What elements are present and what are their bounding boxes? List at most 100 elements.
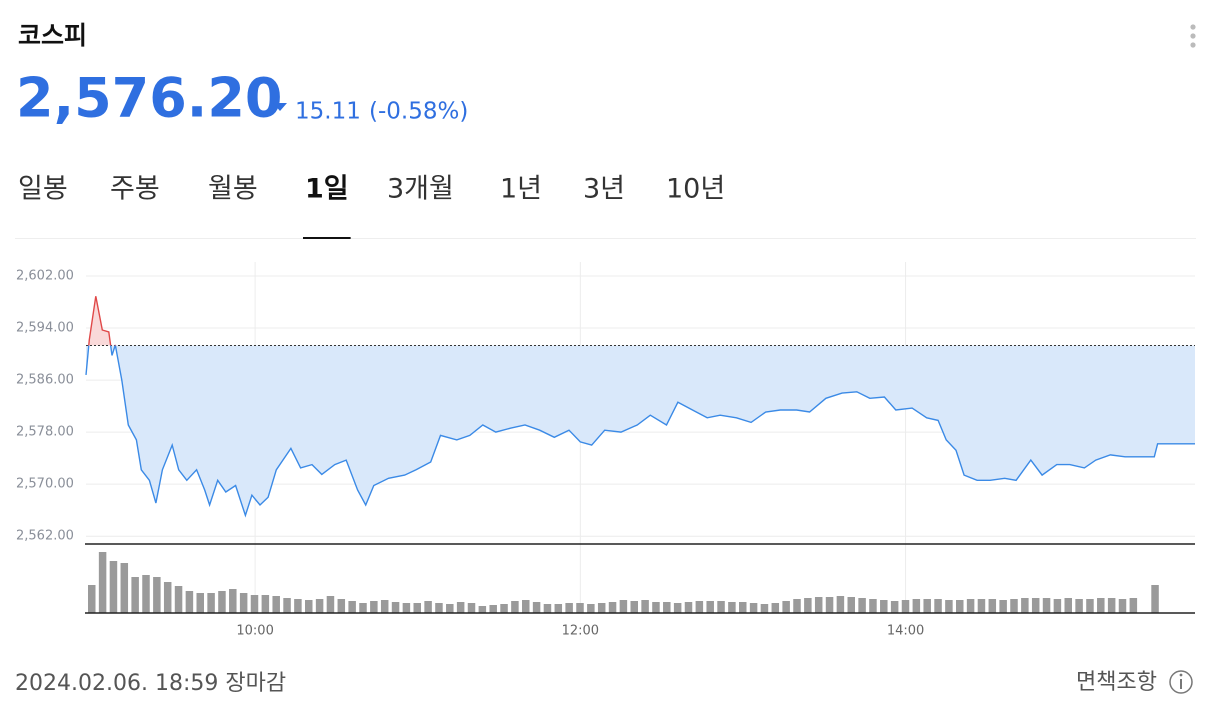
volume-bar xyxy=(890,601,899,613)
volume-bar xyxy=(511,601,519,613)
price: 2,576.20 xyxy=(16,67,282,130)
tab[interactable]: 1일 xyxy=(305,174,349,205)
volume-bar xyxy=(956,600,964,613)
volume-bar xyxy=(1075,599,1083,613)
tab[interactable]: 주봉 xyxy=(110,174,160,205)
y-tick-label: 2,562.00 xyxy=(16,529,74,544)
volume-bar xyxy=(597,603,606,613)
volume-bar xyxy=(1118,599,1127,613)
volume-bar xyxy=(717,601,725,613)
volume-bar xyxy=(684,602,693,613)
volume-bar xyxy=(380,600,389,613)
volume-bar xyxy=(283,598,291,613)
tab[interactable]: 3개월 xyxy=(387,174,454,205)
volume-bar xyxy=(467,603,476,613)
volume-bar xyxy=(673,603,682,613)
volume-bar xyxy=(543,604,552,613)
info-icon[interactable] xyxy=(1169,670,1193,694)
down-arrow xyxy=(273,103,287,111)
volume-bar xyxy=(630,601,638,613)
volume-bar xyxy=(391,602,400,613)
volume-bar xyxy=(229,589,237,613)
volume-bar xyxy=(782,601,790,613)
volume-bar xyxy=(348,601,356,613)
volume-bar xyxy=(532,602,541,613)
tab[interactable]: 일봉 xyxy=(18,174,68,205)
title: 코스피 xyxy=(18,21,87,50)
change: 15.11 xyxy=(295,99,361,125)
tab[interactable]: 10년 xyxy=(666,174,725,205)
volume-bar xyxy=(1129,598,1138,613)
volume-bar xyxy=(446,604,454,613)
volume-bar xyxy=(565,603,573,613)
volume-bar xyxy=(174,586,183,613)
volume-bar xyxy=(413,603,421,613)
volume-bar xyxy=(793,599,801,613)
volume-bar xyxy=(587,604,595,613)
volume-bar xyxy=(652,602,660,613)
volume-bar xyxy=(478,606,487,613)
volume-bar xyxy=(923,599,931,613)
volume-bar xyxy=(522,600,530,613)
volume-bar xyxy=(988,599,997,613)
tab[interactable]: 월봉 xyxy=(208,174,258,205)
x-tick-label: 12:00 xyxy=(562,624,599,639)
tab[interactable]: 1년 xyxy=(500,174,542,205)
volume-bar xyxy=(326,596,335,613)
disclaimer[interactable]: 면책조항 xyxy=(1076,670,1157,695)
y-tick-label: 2,578.00 xyxy=(16,425,74,440)
volume-bar xyxy=(1107,598,1116,613)
volume-bar xyxy=(771,603,780,613)
y-tick-label: 2,570.00 xyxy=(16,477,74,492)
area xyxy=(86,296,1195,516)
volume-bar xyxy=(109,561,118,613)
volume-bar xyxy=(869,599,877,613)
volume-bar xyxy=(1010,599,1018,613)
volume-bar xyxy=(359,603,367,613)
volume-bar xyxy=(825,597,834,613)
x-tick-label: 14:00 xyxy=(887,624,924,639)
volume-bar xyxy=(120,563,129,613)
volume-bar xyxy=(207,593,215,613)
volume-bar xyxy=(760,604,769,613)
volume-bar xyxy=(814,597,823,613)
volume-bar xyxy=(739,602,747,613)
volume-bar xyxy=(185,591,194,613)
volume-bar xyxy=(98,552,107,613)
volume-bar xyxy=(424,601,432,613)
volume-bar xyxy=(1031,598,1040,613)
volume-bar xyxy=(218,591,226,613)
volume-bar xyxy=(402,603,411,613)
volume-bar xyxy=(728,602,736,613)
volume-bar xyxy=(999,600,1007,613)
volume-bar xyxy=(456,602,465,613)
volume-bar xyxy=(641,600,649,613)
volume-bar xyxy=(305,600,313,613)
volume-bar xyxy=(131,577,139,613)
volume-bar xyxy=(88,585,96,613)
volume-bar xyxy=(294,599,302,613)
volume-bar xyxy=(901,600,910,613)
volume-bar xyxy=(880,600,888,613)
volume-bar xyxy=(804,598,812,613)
volume-bar xyxy=(261,595,270,613)
more-menu[interactable] xyxy=(1190,24,1196,48)
volume-bar xyxy=(749,603,758,613)
volume-bar xyxy=(912,599,921,613)
volume-bar xyxy=(1064,598,1072,613)
volume-bar xyxy=(1042,598,1051,613)
volume-bar xyxy=(315,599,324,613)
volume-bar xyxy=(619,600,628,613)
y-tick-label: 2,586.00 xyxy=(16,373,74,388)
volume-bar xyxy=(142,575,150,613)
volume-bar xyxy=(153,577,161,613)
price-line xyxy=(85,296,1195,518)
tab[interactable]: 3년 xyxy=(583,174,625,205)
volume-bar xyxy=(945,600,953,613)
volume-bar xyxy=(239,593,248,613)
volume-bar xyxy=(489,605,497,613)
volume-bar xyxy=(966,599,975,613)
volume-bar xyxy=(435,603,443,613)
